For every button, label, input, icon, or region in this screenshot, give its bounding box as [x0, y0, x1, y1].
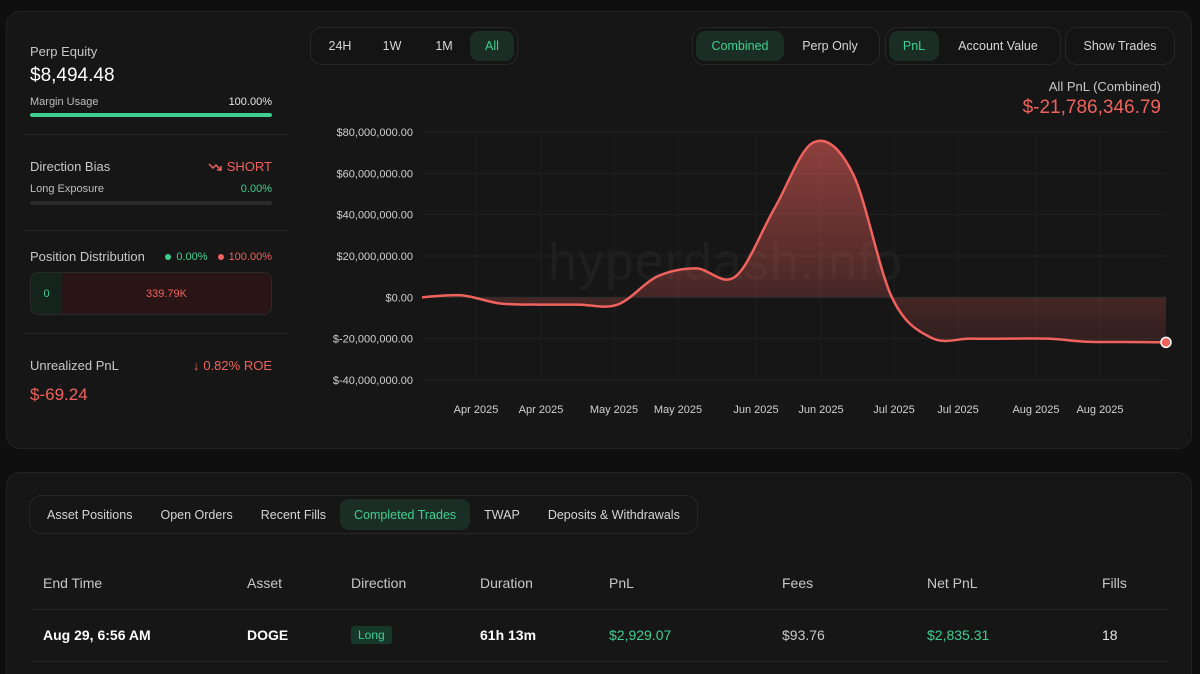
col-asset[interactable]: Asset	[247, 575, 283, 591]
x-tick-label: Apr 2025	[454, 404, 499, 416]
x-tick-label: Jul 2025	[937, 404, 979, 416]
table-divider	[30, 609, 1168, 610]
distribution-legend: 0.00% 100.00%	[165, 251, 272, 263]
x-tick-label: Aug 2025	[1076, 404, 1123, 416]
unrealized-pnl-label: Unrealized PnL	[30, 358, 119, 373]
y-tick-label: $20,000,000.00	[337, 251, 413, 263]
timeframe-1w[interactable]: 1W	[382, 39, 402, 53]
y-tick-label: $80,000,000.00	[337, 127, 413, 139]
position-distribution-label: Position Distribution	[30, 249, 145, 264]
cell-fills: 18	[1102, 627, 1118, 643]
pnl-chart[interactable]: $80,000,000.00 $60,000,000.00 $40,000,000.…	[300, 120, 1180, 430]
unrealized-pnl-block: Unrealized PnL ↓ 0.82% ROE $-69.24	[30, 358, 272, 405]
col-direction[interactable]: Direction	[351, 575, 407, 591]
y-tick-label: $40,000,000.00	[337, 210, 413, 222]
direction-bias-label: Direction Bias	[30, 159, 111, 174]
distribution-bar: 0 339.79K	[30, 272, 272, 315]
cell-duration: 61h 13m	[480, 627, 537, 643]
pnl-value: $-21,786,346.79	[1022, 97, 1161, 118]
pnl-end-point	[1160, 336, 1172, 349]
tab-deposits-withdrawals[interactable]: Deposits & Withdrawals	[547, 507, 680, 522]
dist-short-pct: 100.00%	[228, 250, 272, 263]
perp-equity-block: Perp Equity $8,494.48 Margin Usage 100.0…	[30, 44, 272, 117]
mode-perp-only[interactable]: Perp Only	[802, 39, 858, 53]
x-tick-label: Apr 2025	[519, 404, 564, 416]
pnl-area	[422, 140, 1166, 343]
cell-end-time: Aug 29, 6:56 AM	[43, 627, 151, 643]
col-end-time[interactable]: End Time	[43, 575, 103, 591]
roe-value: 0.82% ROE	[203, 358, 272, 373]
margin-usage-label: Margin Usage	[30, 96, 99, 108]
metric-selector: PnL Account Value	[885, 27, 1061, 65]
y-tick-label: $-40,000,000.00	[333, 375, 413, 387]
cell-pnl: $2,929.07	[609, 627, 672, 643]
tab-twap[interactable]: TWAP	[484, 507, 520, 522]
dist-long-value: 0	[31, 273, 62, 314]
pnl-title: All PnL (Combined)	[1048, 79, 1161, 94]
table-divider	[30, 661, 1168, 662]
show-trades-toggle: Show Trades	[1065, 27, 1175, 65]
x-tick-label: Aug 2025	[1012, 404, 1059, 416]
direction-bias-value: SHORT	[226, 159, 272, 174]
tab-asset-positions[interactable]: Asset Positions	[47, 507, 133, 522]
long-exposure-value: 0.00%	[240, 183, 272, 195]
timeframe-1m[interactable]: 1M	[435, 39, 453, 53]
trend-down-icon	[208, 162, 222, 171]
direction-bias-block: Direction Bias SHORT Long Exposure 0.00%	[30, 159, 272, 205]
x-tick-label: Jun 2025	[798, 404, 843, 416]
trades-panel	[6, 472, 1192, 674]
show-trades-button[interactable]: Show Trades	[1083, 39, 1157, 53]
pnl-line	[421, 139, 1167, 344]
col-fills[interactable]: Fills	[1102, 575, 1127, 591]
roe-badge: ↓ 0.82% ROE	[193, 358, 272, 373]
x-tick-label: May 2025	[654, 404, 702, 416]
margin-usage-bar-fill	[30, 113, 272, 117]
cell-asset[interactable]: DOGE	[247, 627, 289, 643]
metric-pnl[interactable]: PnL	[889, 31, 939, 61]
direction-badge: Long	[351, 626, 392, 644]
tab-recent-fills[interactable]: Recent Fills	[260, 507, 327, 522]
direction-bias-badge: SHORT	[208, 159, 272, 174]
tab-completed-trades[interactable]: Completed Trades	[340, 499, 471, 530]
long-exposure-bar	[30, 201, 272, 205]
cell-fees: $93.76	[782, 627, 825, 643]
perp-equity-label: Perp Equity	[30, 44, 98, 59]
mode-combined[interactable]: Combined	[696, 31, 784, 61]
short-dot-icon	[217, 253, 224, 260]
long-dot-icon	[165, 253, 172, 260]
x-tick-label: Jun 2025	[733, 404, 778, 416]
perp-equity-value: $8,494.48	[30, 65, 115, 86]
divider	[24, 134, 288, 135]
cell-net-pnl: $2,835.31	[927, 627, 990, 643]
cell-direction: Long	[351, 626, 392, 644]
tabs-bar: Asset Positions Open Orders Recent Fills…	[29, 495, 698, 534]
timeframe-selector: 24H 1W 1M All	[310, 27, 518, 65]
unrealized-pnl-value: $-69.24	[30, 385, 88, 404]
dist-long-pct: 0.00%	[176, 250, 208, 263]
y-tick-label: $-20,000,000.00	[333, 334, 413, 346]
margin-usage-bar	[30, 113, 272, 117]
position-distribution-block: Position Distribution 0.00% 100.00% 0 33…	[30, 249, 272, 315]
mode-selector: Combined Perp Only	[692, 27, 880, 65]
x-tick-label: Jul 2025	[873, 404, 915, 416]
long-exposure-label: Long Exposure	[30, 183, 104, 195]
col-duration[interactable]: Duration	[480, 575, 533, 591]
margin-usage-row: Margin Usage 100.00%	[30, 96, 272, 108]
col-fees[interactable]: Fees	[782, 575, 814, 591]
col-net-pnl[interactable]: Net PnL	[927, 575, 978, 591]
x-tick-label: May 2025	[590, 404, 638, 416]
col-pnl[interactable]: PnL	[609, 575, 634, 591]
arrow-down-icon: ↓	[192, 358, 200, 373]
y-tick-label: $60,000,000.00	[337, 168, 413, 180]
y-tick-label: $0.00	[385, 292, 413, 304]
dist-short-value: 339.79K	[62, 273, 271, 314]
timeframe-24h[interactable]: 24H	[328, 39, 352, 53]
metric-account-value[interactable]: Account Value	[958, 39, 1038, 53]
margin-usage-value: 100.00%	[228, 96, 272, 108]
tab-open-orders[interactable]: Open Orders	[160, 507, 233, 522]
timeframe-all[interactable]: All	[470, 31, 514, 61]
divider	[24, 230, 288, 231]
divider	[24, 333, 288, 334]
